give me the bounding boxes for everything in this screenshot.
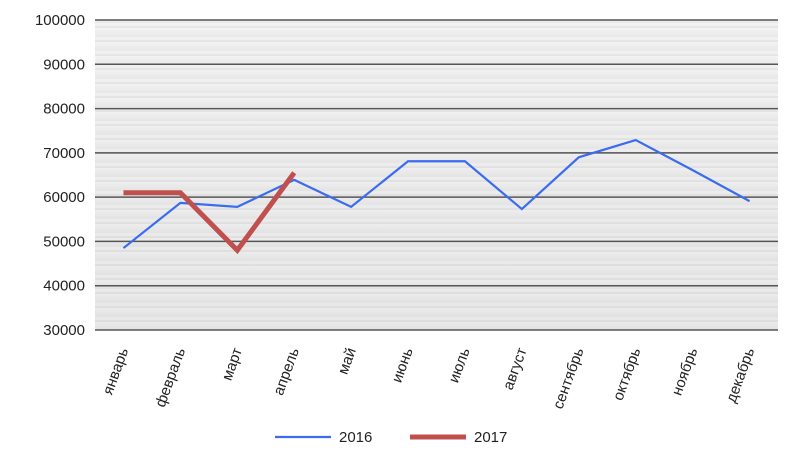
legend-label: 2017 bbox=[474, 429, 507, 446]
legend-label: 2016 bbox=[339, 429, 372, 446]
x-tick-label: май bbox=[335, 346, 360, 377]
x-tick-label: ноябрь bbox=[668, 345, 701, 398]
y-tick-label: 90000 bbox=[43, 56, 85, 73]
y-tick-label: 40000 bbox=[43, 278, 85, 295]
x-tick-label: октябрь bbox=[610, 345, 645, 402]
y-tick-label: 60000 bbox=[43, 189, 85, 206]
series-line bbox=[122, 138, 751, 249]
x-tick-label: июнь bbox=[389, 345, 417, 385]
y-tick-label: 70000 bbox=[43, 145, 85, 162]
y-tick-label: 100000 bbox=[35, 12, 85, 29]
x-tick-label: март bbox=[219, 345, 246, 382]
y-tick-label: 30000 bbox=[43, 322, 85, 339]
plot-texture bbox=[95, 20, 778, 330]
x-tick-label: декабрь bbox=[723, 345, 759, 405]
y-tick-label: 80000 bbox=[43, 101, 85, 118]
x-tick-label: август bbox=[500, 345, 531, 392]
x-tick-label: сентябрь bbox=[550, 345, 588, 411]
x-tick-label: январь bbox=[100, 345, 133, 397]
series-line bbox=[123, 171, 297, 255]
x-tick-label: июль bbox=[445, 345, 473, 385]
x-tick-label: апрель bbox=[270, 345, 303, 397]
x-tick-label: февраль bbox=[152, 345, 189, 409]
y-tick-label: 50000 bbox=[43, 233, 85, 250]
